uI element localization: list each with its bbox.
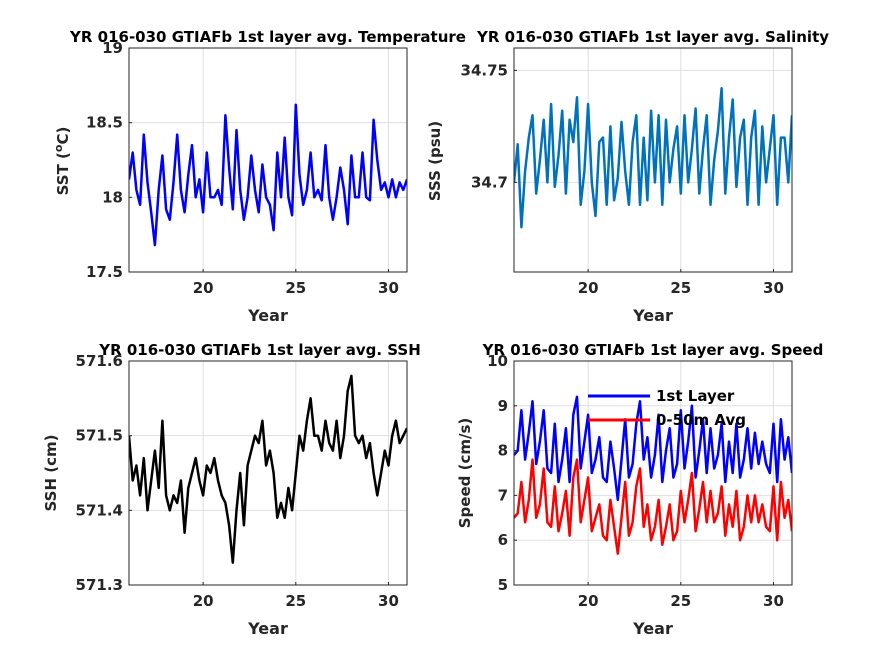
legend: 1st Layer 0-50m Avg (588, 387, 746, 429)
axes-box (513, 360, 793, 586)
y-tick-label: 6 (498, 531, 508, 549)
x-tick-label: 20 (578, 279, 599, 297)
y-tick-label: 17.5 (86, 263, 123, 281)
legend-label-1: 0-50m Avg (656, 411, 746, 429)
tick-group: 20 25 30 17.5 18 18.5 19 (86, 39, 399, 297)
x-axis-label: Year (247, 306, 288, 325)
y-tick-label: 18 (102, 188, 123, 206)
y-tick-label: 9 (498, 397, 508, 415)
series-line-1 (514, 458, 792, 555)
series-line-0 (514, 87, 792, 229)
y-axis-label: SST (oC) (52, 127, 72, 196)
x-tick-label: 25 (670, 279, 691, 297)
axes-box (513, 47, 793, 273)
panel-speed: YR 016-030 GTIAFb 1st layer avg. Speed 2… (456, 341, 823, 638)
x-tick-label: 30 (378, 279, 399, 297)
y-axis-label-main: SST ( (54, 152, 72, 195)
y-tick-label: 571.4 (76, 501, 123, 519)
y-tick-label: 34.75 (461, 61, 508, 79)
y-tick-label: 5 (498, 576, 508, 594)
chart-title: YR 016-030 GTIAFb 1st layer avg. SSH (98, 341, 421, 359)
series-group (514, 395, 792, 555)
x-tick-label: 25 (285, 279, 306, 297)
x-axis-label: Year (247, 619, 288, 638)
chart-title: YR 016-030 GTIAFb 1st layer avg. Tempera… (69, 28, 466, 46)
y-tick-label: 8 (498, 442, 508, 460)
y-tick-label: 7 (498, 486, 508, 504)
y-tick-label: 571.3 (76, 576, 123, 594)
series-line-0 (129, 374, 407, 564)
x-tick-label: 30 (763, 279, 784, 297)
panel-temperature: YR 016-030 GTIAFb 1st layer avg. Tempera… (52, 28, 466, 325)
grid (129, 47, 407, 273)
y-tick-label: 18.5 (86, 114, 123, 132)
x-tick-label: 20 (193, 592, 214, 610)
x-tick-label: 30 (378, 592, 399, 610)
panel-salinity: YR 016-030 GTIAFb 1st layer avg. Salinit… (426, 28, 829, 325)
y-axis-label: SSS (psu) (426, 121, 444, 201)
y-axis-label: SSH (cm) (42, 435, 60, 512)
tick-group: 20 25 30 5 6 7 8 9 10 (487, 352, 784, 610)
y-tick-label: 571.6 (76, 352, 123, 370)
y-tick-label: 19 (102, 39, 123, 57)
x-tick-label: 20 (193, 279, 214, 297)
axes-box (128, 360, 408, 586)
x-tick-label: 30 (763, 592, 784, 610)
x-tick-label: 25 (670, 592, 691, 610)
x-axis-label: Year (632, 619, 673, 638)
y-axis-label-unit: C) (54, 127, 72, 145)
grid (514, 48, 792, 272)
series-group (129, 374, 407, 564)
x-axis-label: Year (632, 306, 673, 325)
y-axis-label: Speed (cm/s) (456, 418, 474, 529)
series-group (129, 103, 407, 247)
chart-title: YR 016-030 GTIAFb 1st layer avg. Speed (482, 341, 824, 359)
legend-label-0: 1st Layer (656, 387, 735, 405)
series-line-0 (129, 103, 407, 247)
axes-box (128, 47, 408, 273)
y-axis-label-superscript: o (52, 144, 65, 152)
series-line-0 (514, 395, 792, 502)
y-tick-label: 34.7 (471, 173, 508, 191)
x-tick-label: 20 (578, 592, 599, 610)
y-tick-label: 10 (487, 352, 508, 370)
y-tick-label: 571.5 (76, 427, 123, 445)
tick-group: 20 25 30 571.3 571.4 571.5 571.6 (76, 352, 399, 610)
tick-group: 20 25 30 34.7 34.75 (461, 61, 784, 297)
grid (129, 360, 407, 586)
series-group (514, 87, 792, 229)
panel-ssh: YR 016-030 GTIAFb 1st layer avg. SSH 20 2… (42, 341, 421, 638)
x-tick-label: 25 (285, 592, 306, 610)
chart-title: YR 016-030 GTIAFb 1st layer avg. Salinit… (476, 28, 829, 46)
